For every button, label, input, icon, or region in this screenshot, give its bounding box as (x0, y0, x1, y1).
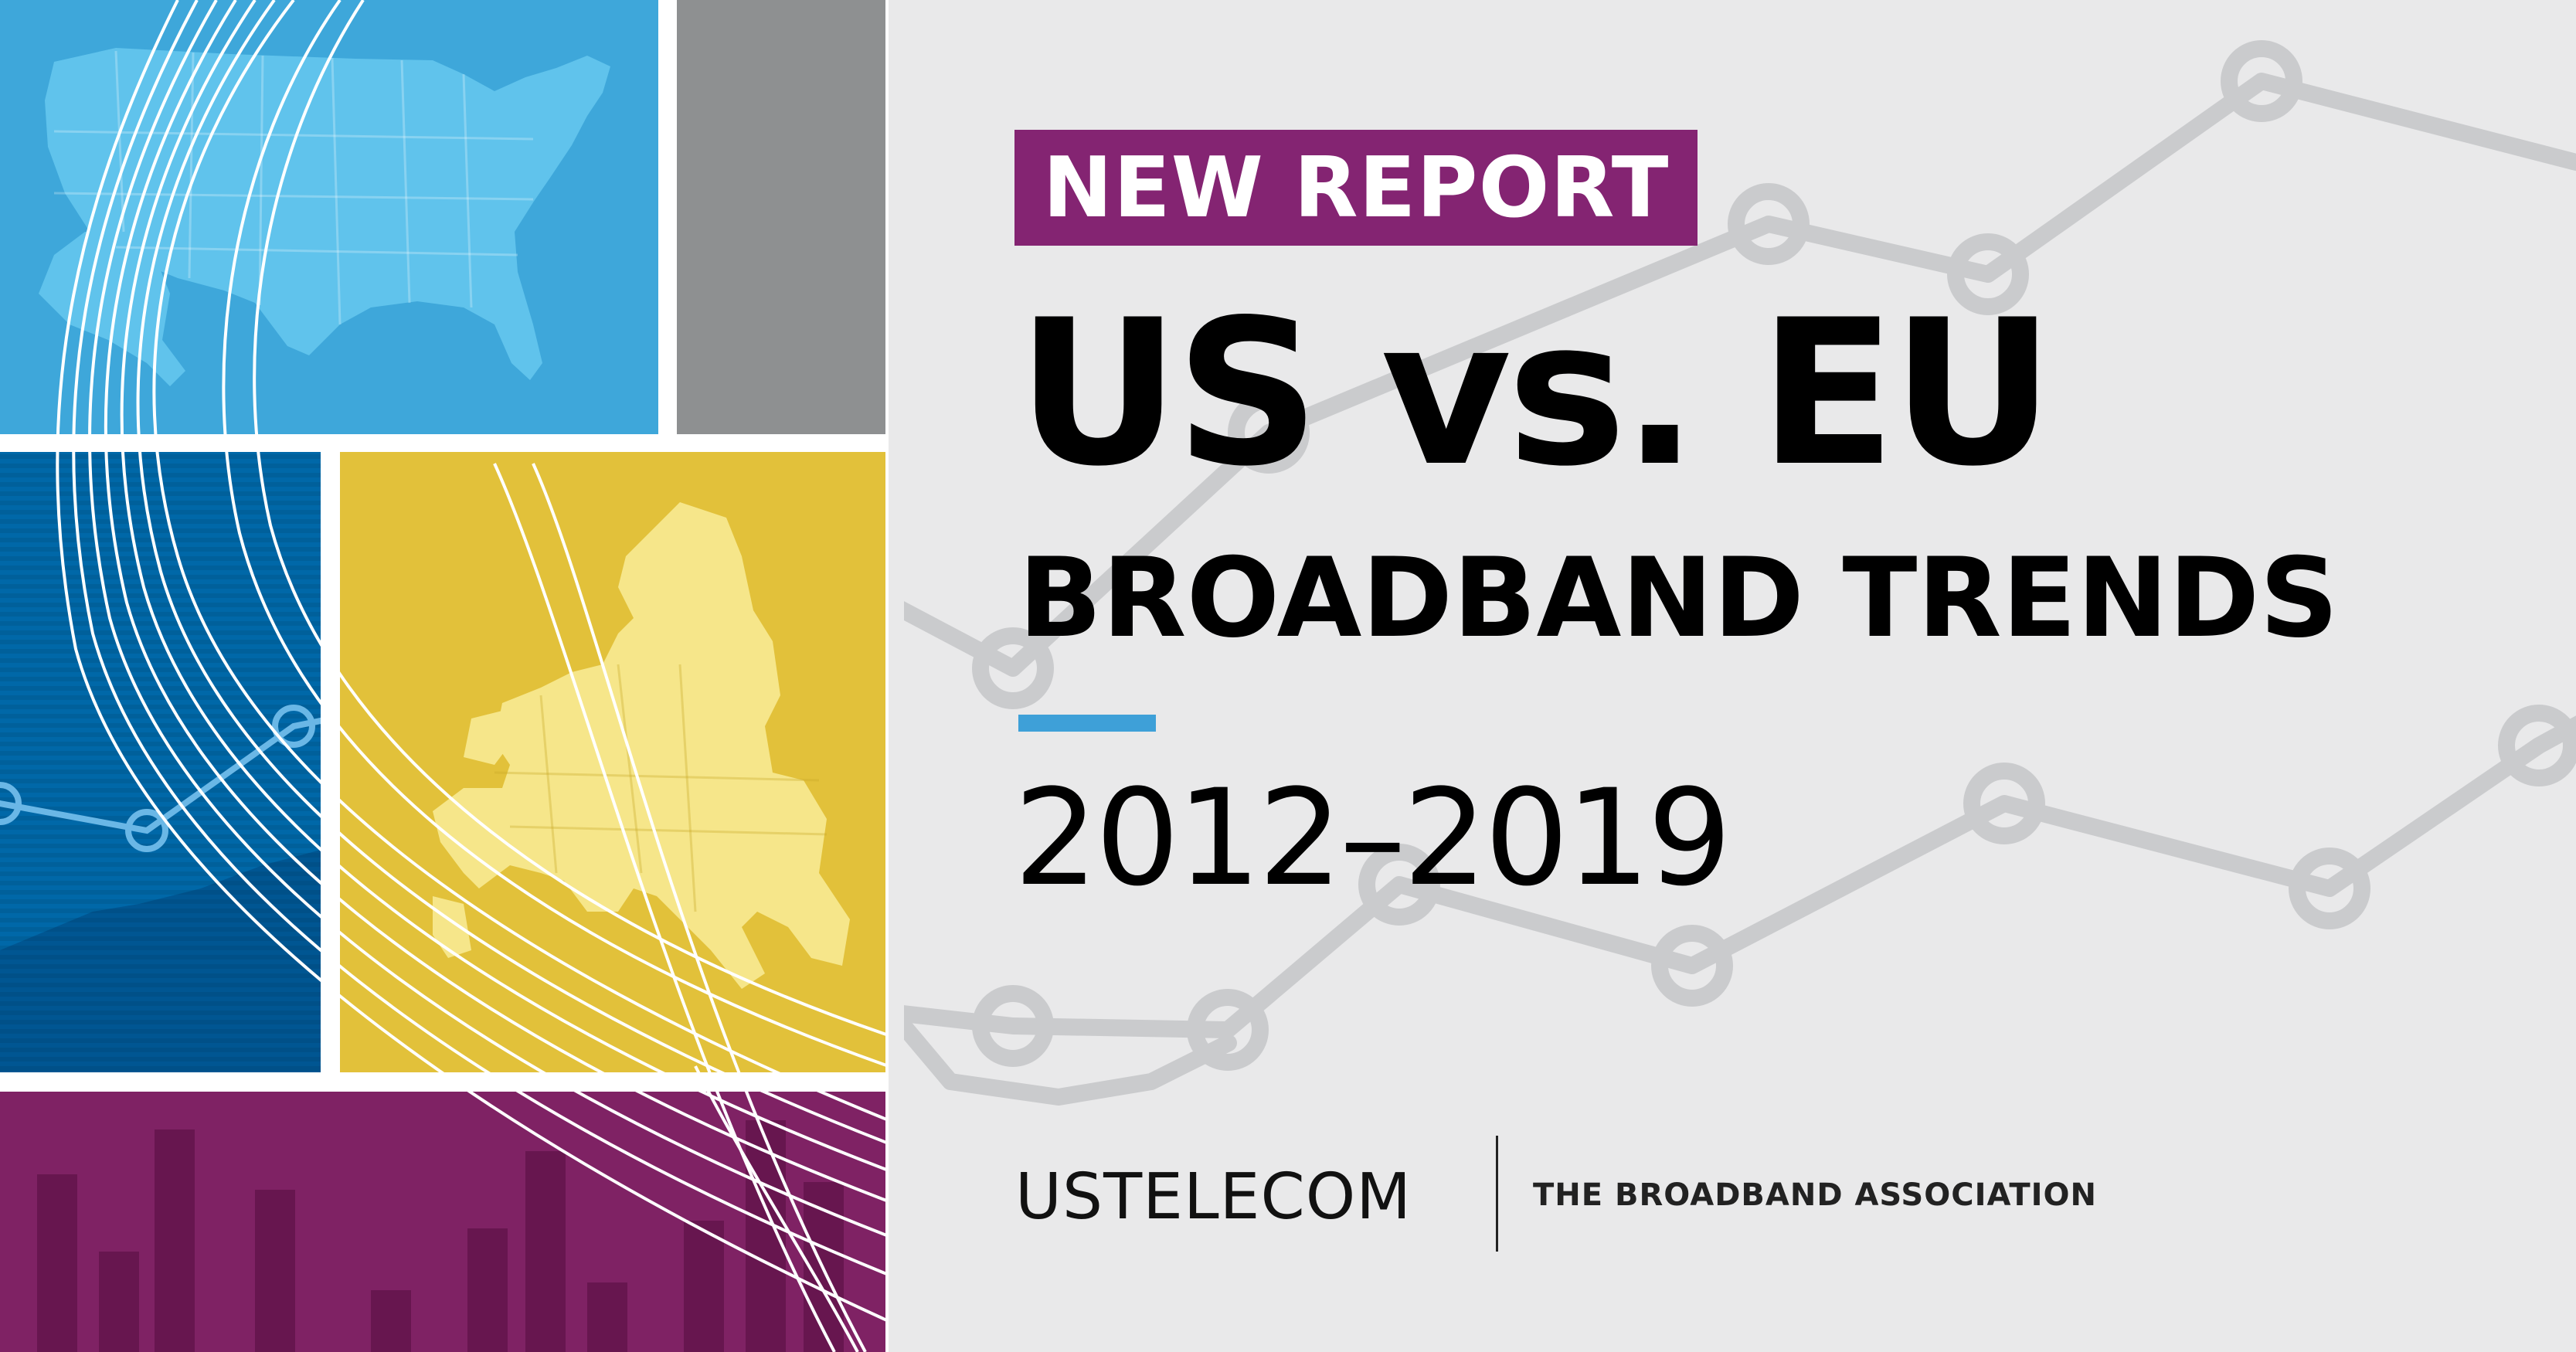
collage (0, 0, 889, 1352)
page-subtitle: BROADBAND TRENDS (1018, 535, 2339, 662)
new-report-badge: NEW REPORT (1014, 130, 1698, 246)
bar-chart-icon (37, 1120, 844, 1352)
page-title: US vs. EU (1017, 277, 2054, 511)
swoosh-lines (56, 0, 889, 1352)
badge-label: NEW REPORT (1042, 139, 1670, 236)
logo-divider (1496, 1136, 1498, 1252)
ustelecom-logo: USTELECOM (1015, 1160, 1412, 1234)
accent-rule (1018, 715, 1156, 732)
us-map-icon (39, 48, 610, 386)
brand-tagline: THE BROADBAND ASSOCIATION (1533, 1177, 2097, 1213)
tile-gray (677, 0, 885, 434)
date-range: 2012–2019 (1014, 760, 1731, 915)
tile-purple (0, 1092, 885, 1352)
